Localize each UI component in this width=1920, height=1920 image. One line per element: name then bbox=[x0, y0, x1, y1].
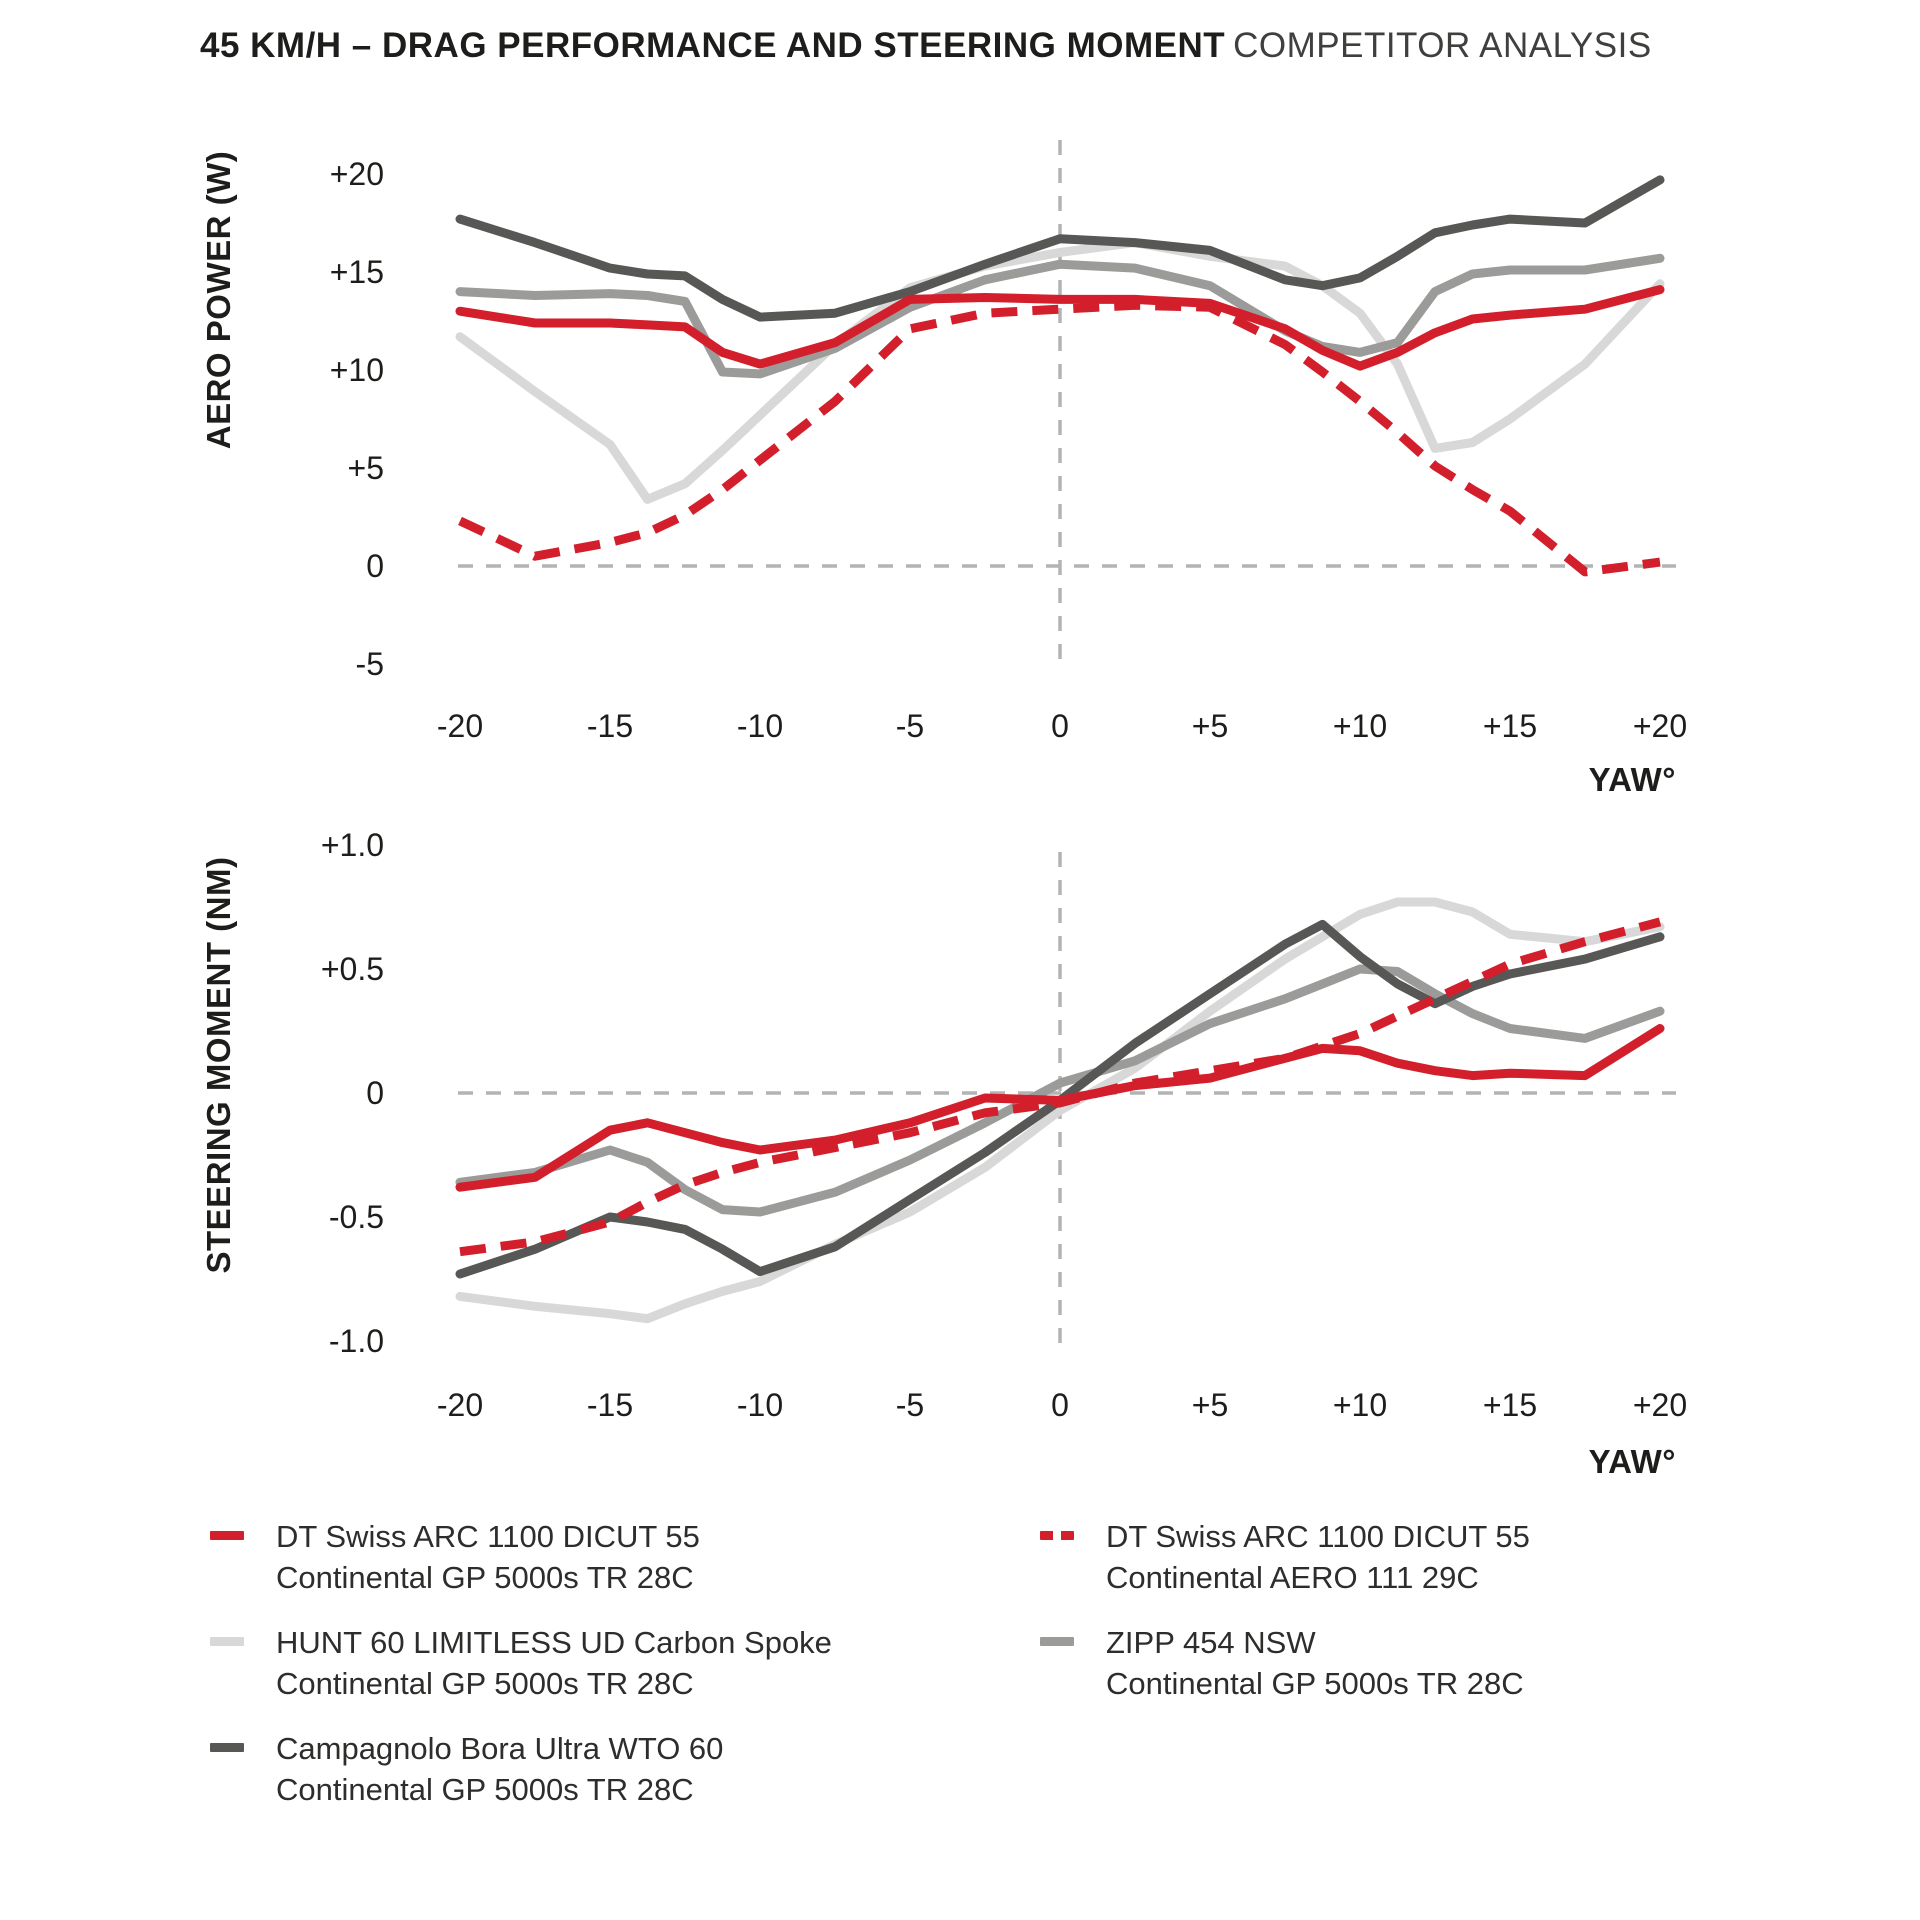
steering-moment-x-tick-label: -15 bbox=[587, 1387, 633, 1423]
steering-moment-x-tick-label: 0 bbox=[1051, 1387, 1069, 1423]
legend-tire-name: Continental GP 5000s TR 28C bbox=[276, 1560, 694, 1595]
aero-power-y-axis-title: AERO POWER (W) bbox=[200, 151, 237, 449]
aero-power-x-tick-label: +20 bbox=[1633, 708, 1687, 744]
legend-tire-name: Continental AERO 111 29C bbox=[1106, 1560, 1479, 1595]
aero-power-x-tick-label: -5 bbox=[896, 708, 924, 744]
legend-swatch-dt-aero111-dashed-line bbox=[1040, 1531, 1074, 1540]
legend-wheel-name: ZIPP 454 NSW bbox=[1106, 1625, 1316, 1660]
steering-moment-y-tick-label: +0.5 bbox=[321, 951, 384, 987]
series-line-dt-aero111-aero-power bbox=[458, 300, 1661, 577]
legend-item-dt-gp5000: DT Swiss ARC 1100 DICUT 55 Continental GP… bbox=[210, 1516, 700, 1598]
steering-moment-x-tick-label: +15 bbox=[1483, 1387, 1537, 1423]
aero-power-x-tick-label: -10 bbox=[737, 708, 783, 744]
aero-power-y-tick-label: +15 bbox=[330, 254, 384, 290]
chart-legend: DT Swiss ARC 1100 DICUT 55 Continental GP… bbox=[0, 0, 1920, 1807]
legend-item-zipp: ZIPP 454 NSW Continental GP 5000s TR 28C bbox=[1040, 1622, 1524, 1704]
legend-tire-name: Continental GP 5000s TR 28C bbox=[1106, 1666, 1524, 1701]
aero-power-y-tick-label: +10 bbox=[330, 352, 384, 388]
legend-swatch-campagnolo-solid-line bbox=[210, 1743, 244, 1752]
series-line-campagnolo-aero-power bbox=[455, 175, 1665, 322]
legend-item-hunt: HUNT 60 LIMITLESS UD Carbon Spoke Contine… bbox=[210, 1622, 832, 1704]
legend-label-zipp: ZIPP 454 NSW Continental GP 5000s TR 28C bbox=[1106, 1622, 1524, 1704]
steering-moment-x-tick-label: +5 bbox=[1192, 1387, 1228, 1423]
aero-power-x-tick-label: +5 bbox=[1192, 708, 1228, 744]
aero-power-x-tick-label: +10 bbox=[1333, 708, 1387, 744]
legend-tire-name: Continental GP 5000s TR 28C bbox=[276, 1772, 694, 1807]
aero-power-x-tick-label: -20 bbox=[437, 708, 483, 744]
aero-power-y-tick-label: +20 bbox=[330, 156, 384, 192]
aero-power-x-tick-label: -15 bbox=[587, 708, 633, 744]
steering-moment-y-tick-label: -0.5 bbox=[329, 1199, 384, 1235]
legend-tire-name: Continental GP 5000s TR 28C bbox=[276, 1666, 694, 1701]
steering-moment-x-tick-label: -5 bbox=[896, 1387, 924, 1423]
aero-power-x-tick-label: 0 bbox=[1051, 708, 1069, 744]
legend-item-campagnolo: Campagnolo Bora Ultra WTO 60 Continental … bbox=[210, 1728, 723, 1810]
legend-item-dt-aero111: DT Swiss ARC 1100 DICUT 55 Continental AE… bbox=[1040, 1516, 1530, 1598]
steering-moment-y-axis-title: STEERING MOMENT (NM) bbox=[200, 857, 237, 1274]
legend-label-dt-gp5000: DT Swiss ARC 1100 DICUT 55 Continental GP… bbox=[276, 1516, 700, 1598]
legend-label-hunt: HUNT 60 LIMITLESS UD Carbon Spoke Contine… bbox=[276, 1622, 832, 1704]
series-line-zipp-aero-power bbox=[455, 253, 1665, 379]
legend-swatch-zipp-solid-line bbox=[1040, 1637, 1074, 1646]
legend-label-campagnolo: Campagnolo Bora Ultra WTO 60 Continental … bbox=[276, 1728, 723, 1810]
steering-moment-x-axis-title: YAW° bbox=[1589, 1443, 1676, 1480]
page-title: 45 KM/H – DRAG PERFORMANCE AND STEERING … bbox=[200, 26, 1652, 66]
aero-power-y-tick-label: 0 bbox=[366, 548, 384, 584]
steering-moment-y-tick-label: 0 bbox=[366, 1075, 384, 1111]
aero-power-chart: +20 +15 +10 +5 0 -5 -20 -15 -10 -5 0 +5 +10 +15 +20 YAW… bbox=[200, 140, 1687, 798]
legend-wheel-name: DT Swiss ARC 1100 DICUT 55 bbox=[1106, 1519, 1530, 1554]
series-line-dt-gp5000-aero-power bbox=[455, 285, 1665, 371]
legend-wheel-name: HUNT 60 LIMITLESS UD Carbon Spoke bbox=[276, 1625, 832, 1660]
series-line-hunt-aero-power bbox=[455, 238, 1665, 504]
steering-moment-x-tick-label: +10 bbox=[1333, 1387, 1387, 1423]
charts-canvas: +20 +15 +10 +5 0 -5 -20 -15 -10 -5 0 +5 +10 +15 +20 YAW… bbox=[200, 140, 1687, 1480]
steering-moment-x-tick-label: +20 bbox=[1633, 1387, 1687, 1423]
steering-moment-x-tick-label: -10 bbox=[737, 1387, 783, 1423]
legend-swatch-hunt-solid-line bbox=[210, 1637, 244, 1646]
steering-moment-y-tick-label: +1.0 bbox=[321, 827, 384, 863]
legend-wheel-name: DT Swiss ARC 1100 DICUT 55 bbox=[276, 1519, 700, 1554]
aero-power-x-tick-label: +15 bbox=[1483, 708, 1537, 744]
series-line-dt-gp5000-steering-moment bbox=[455, 1024, 1665, 1192]
legend-wheel-name: Campagnolo Bora Ultra WTO 60 bbox=[276, 1731, 724, 1766]
legend-label-dt-aero111: DT Swiss ARC 1100 DICUT 55 Continental AE… bbox=[1106, 1516, 1530, 1598]
steering-moment-chart: +1.0 +0.5 0 -0.5 -1.0 -20 -15 -10 -5 0 +5 +10 +15 +20… bbox=[200, 827, 1687, 1480]
legend-swatch-dt-gp5000-solid-line bbox=[210, 1531, 244, 1540]
steering-moment-x-tick-label: -20 bbox=[437, 1387, 483, 1423]
steering-moment-y-tick-label: -1.0 bbox=[329, 1323, 384, 1359]
page-title-suffix: COMPETITOR ANALYSIS bbox=[1233, 26, 1652, 65]
aero-power-y-tick-label: -5 bbox=[356, 646, 384, 682]
aero-power-x-axis-title: YAW° bbox=[1589, 761, 1676, 798]
aero-power-y-tick-label: +5 bbox=[348, 450, 384, 486]
page-title-main: 45 KM/H – DRAG PERFORMANCE AND STEERING … bbox=[200, 26, 1226, 65]
